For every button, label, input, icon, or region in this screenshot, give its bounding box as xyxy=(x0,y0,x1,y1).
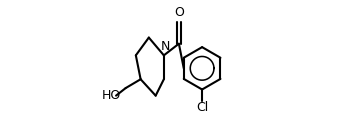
Text: Cl: Cl xyxy=(197,101,209,114)
Text: HO: HO xyxy=(101,89,121,102)
Text: N: N xyxy=(160,40,170,53)
Text: O: O xyxy=(174,6,184,19)
